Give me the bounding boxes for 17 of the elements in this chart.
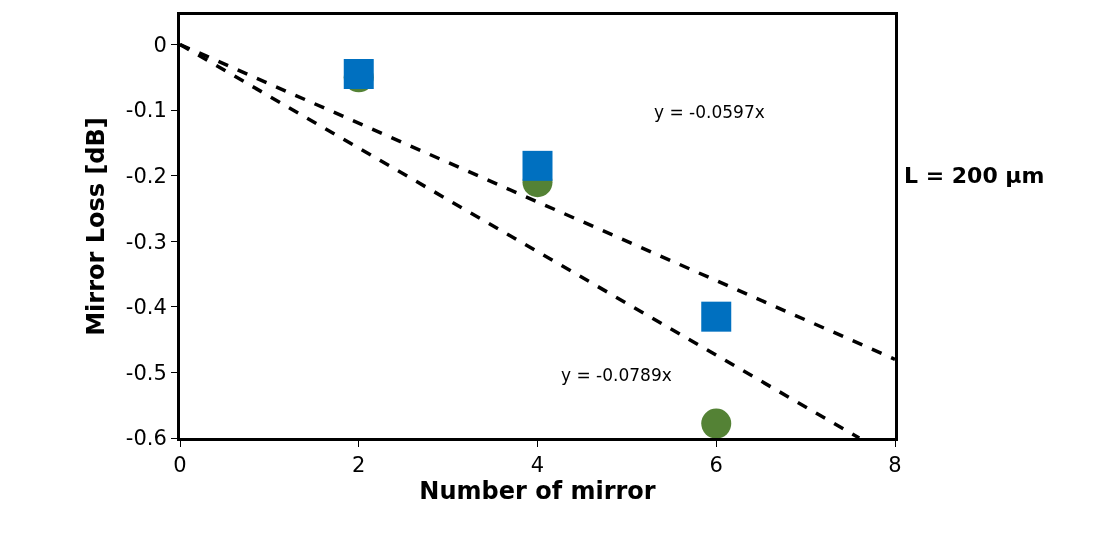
y-tick-label: -0.1: [125, 98, 167, 123]
annotation: y = -0.0597x: [654, 102, 765, 122]
y-tick-label: -0.4: [125, 295, 167, 320]
x-tick-label: 4: [530, 453, 545, 478]
x-tick-label: 0: [173, 453, 187, 478]
y-tick-label: -0.3: [125, 229, 167, 254]
y-axis-title: Mirror Loss [dB]: [81, 117, 110, 336]
y-tick-label: -0.6: [125, 426, 167, 451]
y-tick-label: -0.2: [125, 164, 167, 189]
annotation: y = -0.0789x: [561, 365, 672, 385]
x-tick-label: 2: [352, 453, 366, 478]
x-tick-label: 6: [709, 453, 723, 478]
text: L = 200 µm: [904, 163, 1045, 188]
x-axis-title: Number of mirror: [419, 477, 656, 506]
y-tick-label: 0: [153, 32, 167, 57]
x-tick-label: 8: [888, 453, 902, 478]
y-tick-label: -0.5: [125, 360, 167, 385]
